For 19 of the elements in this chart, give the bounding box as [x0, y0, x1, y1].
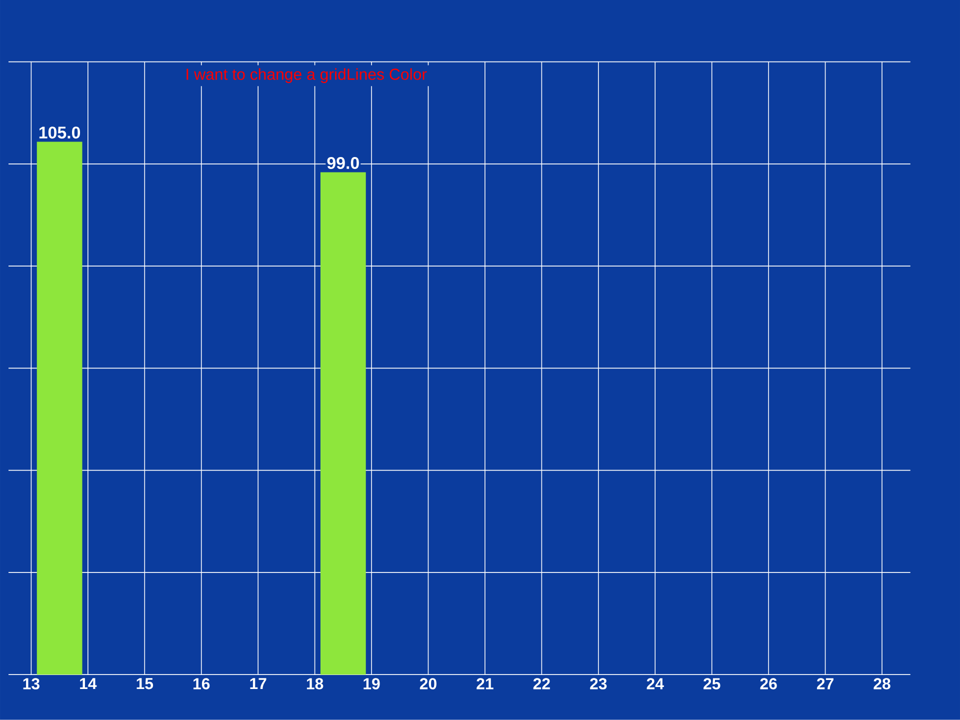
- x-tick-label: 14: [80, 678, 97, 690]
- x-tick-label: 18: [306, 678, 324, 690]
- x-tick-label: 20: [420, 678, 436, 690]
- x-tick-label: 16: [193, 678, 210, 690]
- x-tick-label: 26: [760, 678, 777, 690]
- x-tick-label: 28: [874, 678, 890, 690]
- x-tick-label: 25: [704, 678, 720, 690]
- x-tick-label: 19: [364, 678, 380, 690]
- data-label: 99.0: [327, 157, 359, 170]
- x-tick-label: 17: [250, 678, 266, 690]
- x-tick-label: 24: [646, 678, 664, 690]
- x-tick-label: 15: [136, 678, 154, 690]
- x-tick-label: 13: [23, 678, 40, 690]
- data-label: 105.0: [39, 126, 80, 139]
- x-tick-label: 27: [816, 678, 834, 690]
- x-tick-label: 22: [533, 678, 550, 690]
- chart-title: I want to change a gridLines Color: [186, 68, 427, 84]
- x-tick-label: 21: [476, 678, 494, 690]
- x-tick-label: 23: [590, 678, 607, 690]
